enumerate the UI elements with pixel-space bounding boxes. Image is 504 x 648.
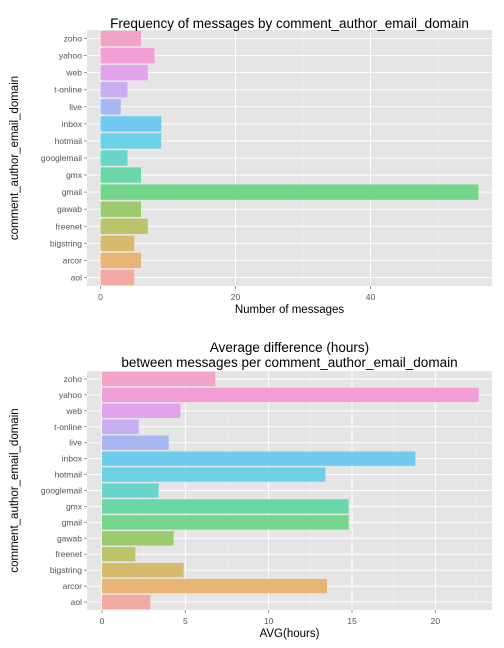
bar-aol: [100, 269, 135, 286]
bar-gmx: [102, 499, 349, 514]
bar-gmx: [100, 167, 141, 183]
y-tick-label: bigstring: [50, 565, 82, 575]
y-tick-label: arcor: [63, 255, 83, 265]
y-tick-label: hotmail: [55, 136, 83, 146]
y-tick-label: arcor: [63, 581, 83, 591]
bar-arcor: [102, 578, 327, 594]
y-axis-title: comment_author_email_domain: [9, 76, 21, 240]
y-tick-label: freenet: [56, 549, 83, 559]
y-tick-label: freenet: [56, 221, 83, 231]
x-tick-label: 0: [100, 616, 105, 626]
y-tick-label: gmail: [62, 187, 82, 197]
bar-aol: [102, 594, 151, 610]
y-tick-label: live: [69, 438, 82, 448]
y-tick-label: aol: [71, 597, 82, 607]
bar-live: [100, 99, 121, 115]
x-tick-label: 20: [231, 292, 241, 302]
bar-t-online: [100, 82, 128, 98]
bar-gmail: [102, 515, 349, 530]
x-axis-title: Number of messages: [235, 304, 345, 316]
y-axis-title: comment_author_email_domain: [9, 408, 21, 572]
bar-t-online: [102, 419, 139, 434]
y-tick-label: zoho: [64, 34, 83, 44]
bar-googlemail: [100, 150, 128, 166]
bar-zoho: [102, 371, 216, 387]
y-tick-label: yahoo: [59, 51, 82, 61]
chart-1: zoho yahoo web t-online live inbox hotmail goog…: [9, 16, 492, 316]
x-axis-title: AVG(hours): [260, 628, 320, 640]
bar-arcor: [100, 252, 141, 269]
y-tick-label: gawab: [57, 204, 82, 214]
y-tick-label: aol: [71, 272, 82, 282]
y-tick-label: live: [69, 102, 82, 112]
chart-2: zoho yahoo web t-online live inbox hotmail goog…: [9, 340, 492, 640]
y-tick-label: gawab: [57, 533, 82, 543]
bar-web: [100, 64, 148, 81]
bar-yahoo: [100, 47, 155, 64]
bar-inbox: [100, 116, 162, 132]
x-tick-label: 10: [264, 616, 274, 626]
bar-freenet: [100, 218, 148, 234]
y-tick-label: t-online: [54, 85, 82, 95]
bar-gmail: [100, 184, 479, 200]
x-tick-label: 40: [366, 292, 376, 302]
y-tick-label: gmail: [62, 517, 82, 527]
bar-freenet: [102, 547, 136, 562]
y-tick-label: yahoo: [59, 390, 82, 400]
chart-title: Average difference (hours): [210, 340, 369, 355]
bar-bigstring: [100, 235, 135, 252]
y-tick-label: bigstring: [50, 238, 82, 248]
bar-live: [102, 435, 169, 450]
y-tick-label: inbox: [62, 119, 83, 129]
bar-inbox: [102, 451, 416, 466]
bar-hotmail: [102, 467, 326, 482]
x-tick-label: 15: [347, 616, 357, 626]
bar-bigstring: [102, 562, 184, 578]
y-tick-label: gmx: [66, 501, 83, 511]
bar-zoho: [100, 30, 141, 47]
x-tick-label: 5: [183, 616, 188, 626]
bar-googlemail: [102, 483, 159, 498]
y-tick-label: web: [65, 406, 82, 416]
bar-hotmail: [100, 133, 162, 149]
bar-gawab: [102, 531, 174, 546]
y-tick-label: gmx: [66, 170, 83, 180]
y-tick-label: inbox: [62, 454, 83, 464]
y-tick-label: t-online: [54, 422, 82, 432]
chart-title: Frequency of messages by comment_author_…: [110, 16, 469, 31]
y-tick-label: googlemail: [41, 153, 82, 163]
x-tick-label: 20: [431, 616, 441, 626]
y-tick-label: hotmail: [55, 470, 83, 480]
x-tick-label: 0: [98, 292, 103, 302]
y-tick-label: zoho: [64, 374, 83, 384]
bar-gawab: [100, 201, 141, 217]
bar-yahoo: [102, 387, 479, 403]
y-tick-label: googlemail: [41, 486, 82, 496]
y-tick-label: web: [65, 68, 82, 78]
bar-web: [102, 403, 181, 419]
chart-title: between messages per comment_author_emai…: [121, 355, 457, 370]
